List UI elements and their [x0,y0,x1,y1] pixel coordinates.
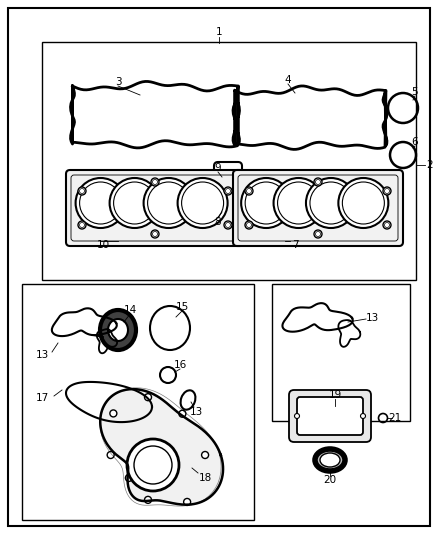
Ellipse shape [145,496,152,503]
Text: 3: 3 [115,77,121,87]
Ellipse shape [151,178,159,186]
Ellipse shape [127,439,179,491]
Ellipse shape [144,178,194,228]
Ellipse shape [339,178,389,228]
Ellipse shape [108,319,128,341]
Ellipse shape [184,498,191,505]
Bar [22,284,254,520]
Ellipse shape [107,451,114,458]
Ellipse shape [177,178,228,228]
Ellipse shape [274,178,324,228]
Text: 21: 21 [389,413,402,423]
Text: 7: 7 [292,240,298,250]
Ellipse shape [224,187,232,195]
Ellipse shape [110,178,159,228]
Text: 20: 20 [323,475,336,485]
Text: 19: 19 [328,390,342,400]
Text: 13: 13 [35,350,49,360]
Text: 15: 15 [175,302,189,312]
Text: 17: 17 [35,393,49,403]
Ellipse shape [145,394,152,401]
FancyBboxPatch shape [233,170,403,246]
Ellipse shape [383,187,391,195]
Ellipse shape [306,178,356,228]
Text: 9: 9 [215,163,221,173]
FancyBboxPatch shape [297,397,363,435]
Text: 18: 18 [198,473,212,483]
Ellipse shape [294,414,300,418]
Polygon shape [100,389,223,505]
Bar [272,284,410,421]
Ellipse shape [383,221,391,229]
Ellipse shape [151,230,159,238]
Text: 8: 8 [215,217,221,227]
Bar [42,42,416,280]
Ellipse shape [360,414,365,418]
Ellipse shape [314,178,322,186]
FancyBboxPatch shape [289,390,371,442]
Text: 2: 2 [427,160,433,170]
Text: 14: 14 [124,305,137,315]
Ellipse shape [179,410,186,417]
Text: 13: 13 [189,407,203,417]
Ellipse shape [315,449,345,471]
Ellipse shape [125,474,132,481]
Text: 13: 13 [365,313,378,323]
Text: 16: 16 [173,360,187,370]
Ellipse shape [245,187,253,195]
Ellipse shape [110,410,117,417]
FancyBboxPatch shape [66,170,244,246]
Text: 1: 1 [215,27,223,37]
Text: 5: 5 [412,87,418,97]
Text: 4: 4 [285,75,291,85]
Ellipse shape [314,230,322,238]
Ellipse shape [100,310,136,350]
Ellipse shape [320,453,340,467]
Ellipse shape [78,187,86,195]
Ellipse shape [76,178,126,228]
Ellipse shape [245,221,253,229]
Text: 10: 10 [96,240,110,250]
Ellipse shape [224,221,232,229]
Ellipse shape [78,221,86,229]
Ellipse shape [241,178,291,228]
Text: 6: 6 [412,137,418,147]
Ellipse shape [201,451,208,458]
